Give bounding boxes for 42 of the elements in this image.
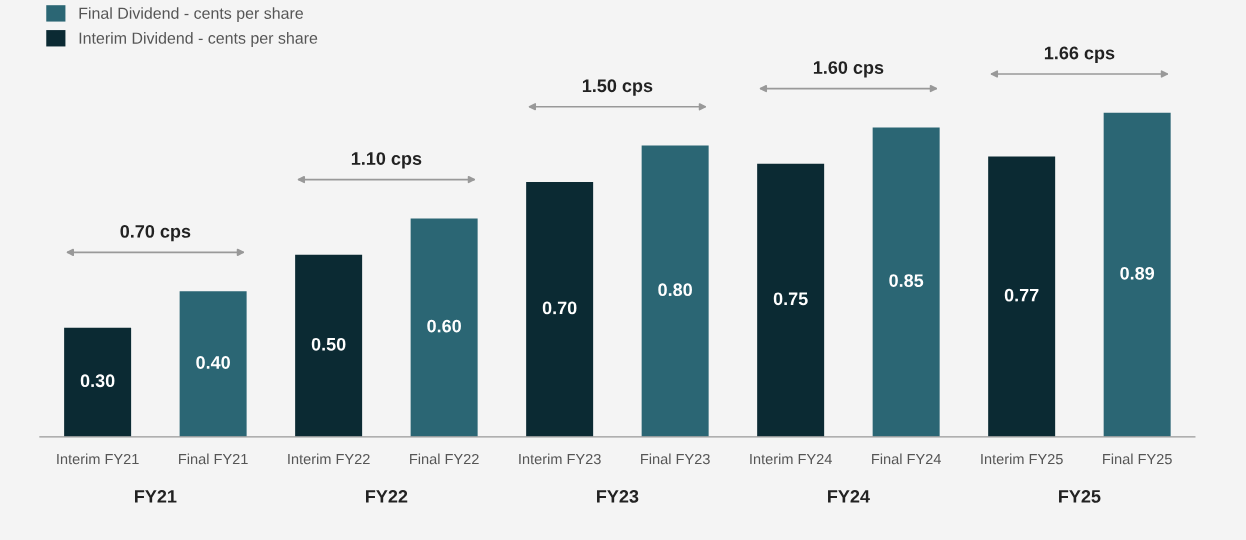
data-label: 0.85 [889,274,924,287]
bar [179,291,247,437]
bar [295,254,363,437]
data-label: 0.77 [1004,288,1039,302]
x-tick-label: Interim FY25 [981,453,1063,465]
x-tick-label: Final FY23 [641,453,710,465]
bar [641,145,709,437]
data-label: 0.75 [773,292,808,306]
x-tick-label: Final FY21 [179,453,248,465]
bar [988,156,1056,437]
text: 1.50 cps [582,79,653,96]
legend-label: Interim Dividend - cents per share [79,32,318,47]
annotation: 1.10 cps [351,152,422,169]
x-tick-label: Interim FY23 [519,453,601,465]
text: FY22 [366,490,408,503]
x-tick-label: Final FY25 [1103,453,1172,465]
data-label: 0.80 [658,283,692,297]
annotation: 0.70 cps [120,224,191,242]
x-tick-label: Interim FY21 [57,453,139,465]
bar [410,218,478,437]
data-label: 0.30 [80,374,115,388]
text: FY24 [828,490,870,503]
text: 1.66 cps [1044,46,1115,63]
data-label: 0.70 [542,301,577,315]
data-label: 0.50 [311,337,346,351]
legend-label: Final Dividend - cents per share [79,7,303,23]
bar [1103,112,1171,437]
text: FY23 [597,490,639,503]
bar [757,163,825,437]
data-label: 0.60 [427,319,461,333]
bar [526,182,594,437]
text: FY21 [135,490,177,503]
text: 1.60 cps [813,61,884,78]
bar [872,127,940,437]
x-tick-label: Final FY22 [410,453,479,465]
bar [64,327,132,437]
x-tick-label: Interim FY24 [750,453,832,465]
x-tick-label: Interim FY22 [288,453,370,465]
data-label: 0.89 [1120,266,1155,280]
x-tick-label: Final FY24 [872,453,941,465]
text: FY25 [1059,490,1101,503]
data-label: 0.40 [196,356,230,369]
